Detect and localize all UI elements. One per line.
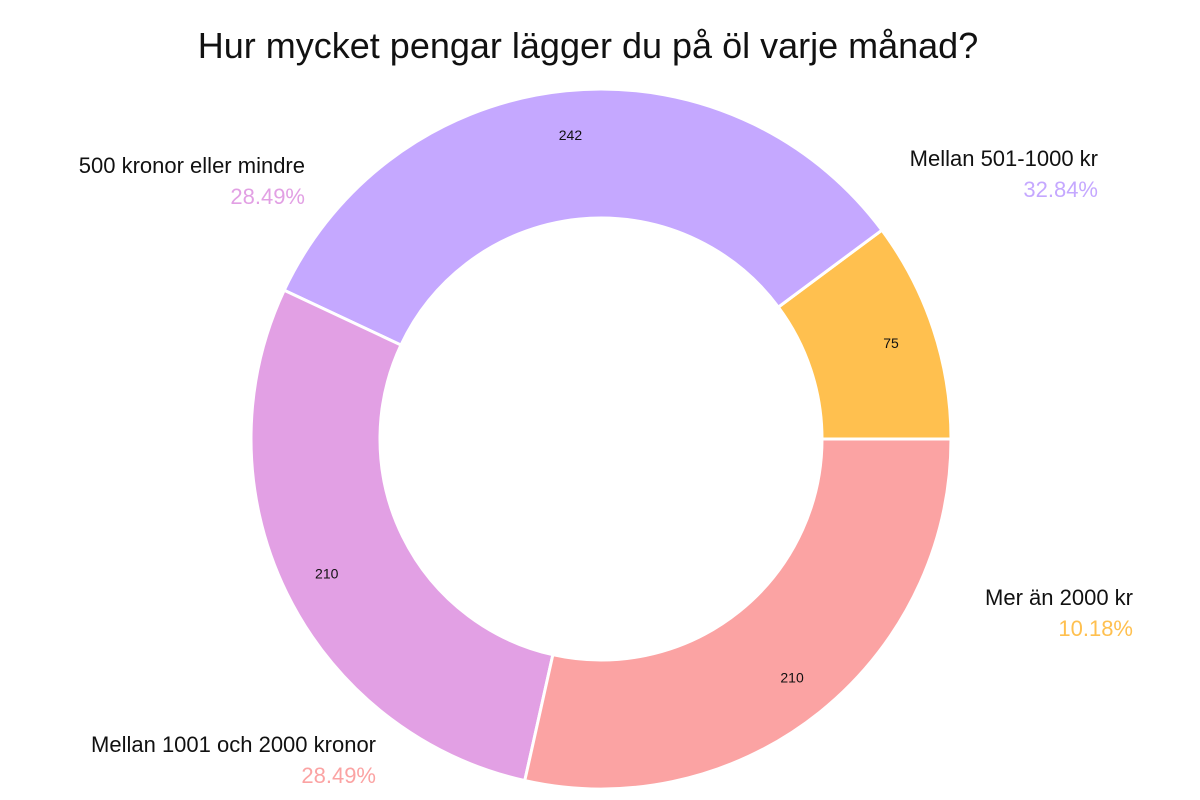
slice-percent-500-kronor-eller-mindre: 28.49% xyxy=(230,184,305,209)
slice-category-labels: Mer än 2000 kr 10.18% Mellan 501-1000 kr 32… xyxy=(79,146,1133,788)
slice-value-500-kronor-eller-mindre: 210 xyxy=(315,566,339,582)
slice-label-500-kronor-eller-mindre: 500 kronor eller mindre xyxy=(79,153,305,178)
slice-label-mellan-1001-och-2000-kronor: Mellan 1001 och 2000 kronor xyxy=(91,732,376,757)
chart-title: Hur mycket pengar lägger du på öl varje … xyxy=(198,25,978,66)
slice-value-mellan-501-1000-kr: 242 xyxy=(559,127,583,143)
slice-value-labels: 75 242 210 210 xyxy=(315,127,899,685)
slice-label-mellan-501-1000-kr: Mellan 501-1000 kr xyxy=(910,146,1098,171)
slice-mellan-1001-och-2000-kronor xyxy=(522,437,953,791)
slice-mellan-501-1000-kr xyxy=(282,87,884,348)
slice-percent-mellan-501-1000-kr: 32.84% xyxy=(1023,177,1098,202)
slice-value-mellan-1001-och-2000-kronor: 210 xyxy=(780,669,804,685)
slice-label-mer-n-2000-kr: Mer än 2000 kr xyxy=(985,585,1133,610)
slice-percent-mellan-1001-och-2000-kronor: 28.49% xyxy=(301,763,376,788)
slice-value-mer-n-2000-kr: 75 xyxy=(883,335,899,351)
slice-percent-mer-n-2000-kr: 10.18% xyxy=(1058,616,1133,641)
donut-slices xyxy=(249,87,953,791)
slice-500-kronor-eller-mindre xyxy=(249,288,555,783)
